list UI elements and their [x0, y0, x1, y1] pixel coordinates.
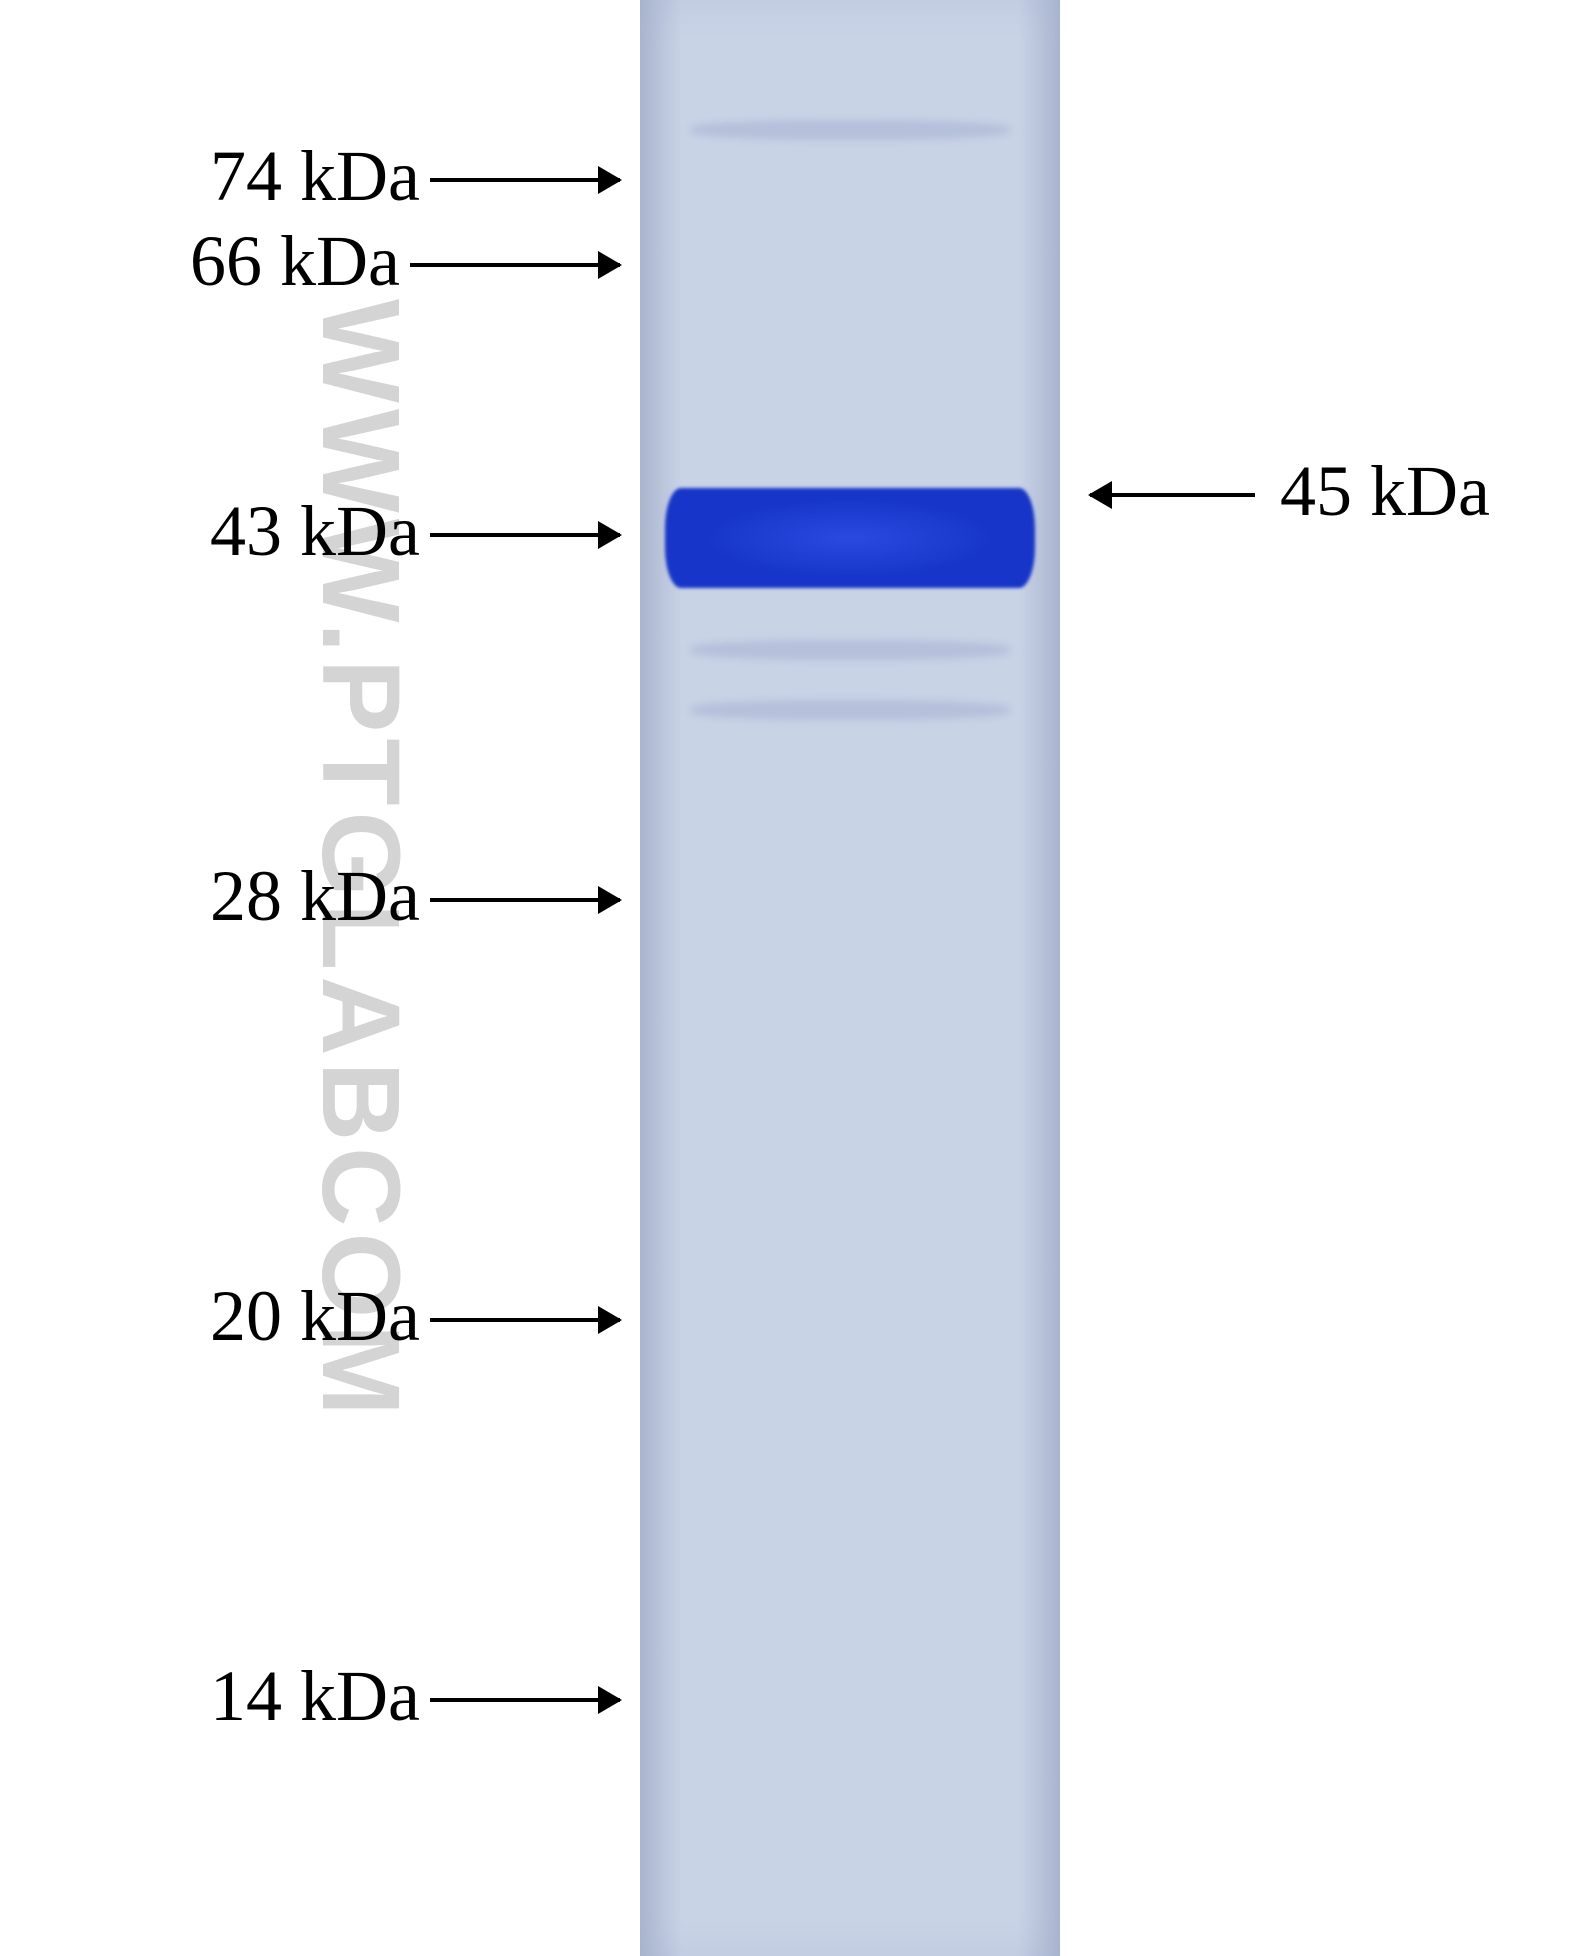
- faint-band-1: [690, 640, 1010, 660]
- gel-figure: WWW.PTGLABCOM 74 kDa66 kDa43 kDa28 kDa20…: [0, 0, 1585, 1956]
- marker-label-2: 43 kDa: [210, 490, 420, 573]
- gel-lane: [640, 0, 1060, 1956]
- marker-label-3: 28 kDa: [210, 855, 420, 938]
- marker-arrow-2: [430, 533, 620, 537]
- marker-label-0: 74 kDa: [210, 135, 420, 218]
- faint-band-2: [690, 700, 1010, 720]
- result-label: 45 kDa: [1280, 450, 1490, 533]
- marker-arrow-0: [430, 178, 620, 182]
- marker-label-5: 14 kDa: [210, 1655, 420, 1738]
- result-arrow: [1090, 493, 1255, 497]
- marker-arrow-5: [430, 1698, 620, 1702]
- marker-label-4: 20 kDa: [210, 1275, 420, 1358]
- marker-arrow-1: [410, 263, 620, 267]
- marker-arrow-4: [430, 1318, 620, 1322]
- faint-band-0: [690, 120, 1010, 140]
- marker-label-1: 66 kDa: [190, 220, 400, 303]
- marker-arrow-3: [430, 898, 620, 902]
- protein-band-main: [665, 488, 1035, 588]
